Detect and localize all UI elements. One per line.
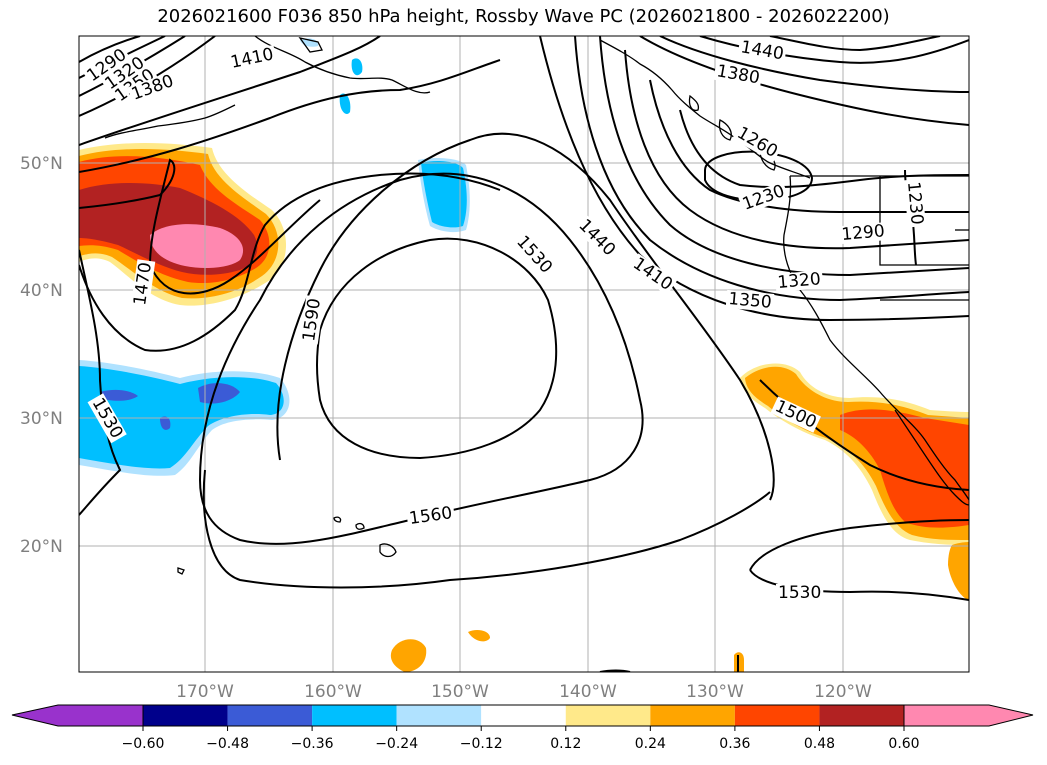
lat-label: 40°N xyxy=(20,281,63,301)
contour-label: 1290 xyxy=(841,221,886,245)
negative-anomaly-alaska xyxy=(351,58,363,76)
contour-label-backing xyxy=(100,52,150,95)
colorbar-tick-label: −0.12 xyxy=(460,736,503,752)
colorbar-tick-label: 0.12 xyxy=(550,736,581,752)
colorbar-tick-label: 0.60 xyxy=(888,736,919,752)
contour-label-backing xyxy=(838,222,888,245)
contour-label-backing xyxy=(87,393,127,444)
colorbar-tick-label: −0.60 xyxy=(122,736,165,752)
positive-anomaly-south-2 xyxy=(468,630,490,642)
lat-label: 50°N xyxy=(20,154,63,174)
colorbar-tick-label: 0.36 xyxy=(719,736,750,752)
latitude-labels: 50°N 40°N 30°N 20°N xyxy=(20,154,63,557)
colorbar-segment xyxy=(481,705,566,726)
colorbar-segment xyxy=(227,705,313,726)
contour-label-backing xyxy=(130,259,156,309)
negative-anomaly-alaska-2 xyxy=(339,93,351,115)
contour-label-backing xyxy=(776,584,824,602)
colorbar-segment xyxy=(312,705,397,726)
colorbar-segment xyxy=(819,705,904,726)
contour-label-backing xyxy=(82,44,132,87)
graticule xyxy=(79,36,969,672)
lon-label: 120°W xyxy=(814,682,872,702)
lon-label: 160°W xyxy=(304,682,362,702)
coastlines xyxy=(104,36,969,575)
contour-label-backing xyxy=(628,253,678,296)
contour-label-backing xyxy=(406,503,456,529)
colorbar-segment xyxy=(650,705,735,726)
contour-label-backing xyxy=(903,178,926,228)
map-title: 2026021600 F036 850 hPa height, Rossby W… xyxy=(157,6,890,27)
colorbar-tick-label: −0.24 xyxy=(375,736,418,752)
longitude-labels: 170°W 160°W 150°W 140°W 130°W 120°W xyxy=(176,682,872,702)
contour-label-backing xyxy=(774,270,824,293)
lat-label: 20°N xyxy=(20,537,63,557)
colorbar-segment xyxy=(143,705,228,726)
lon-label: 170°W xyxy=(176,682,234,702)
colorbar-segment xyxy=(396,705,482,726)
positive-anomaly-south xyxy=(390,639,427,672)
contour-label: 1530 xyxy=(778,583,821,603)
lon-label: 130°W xyxy=(686,682,744,702)
contour-label-backing xyxy=(738,181,789,215)
contour-label-backing xyxy=(732,122,783,163)
contour-label-backing xyxy=(770,396,821,433)
colorbar-tick-label: 0.24 xyxy=(635,736,666,752)
contour-label-backing xyxy=(737,37,788,64)
contour-label-backing xyxy=(713,61,764,88)
map-background xyxy=(79,36,969,672)
map-frame xyxy=(78,35,970,673)
colorbar-tick-label: 0.48 xyxy=(804,736,835,752)
contour-label-backing xyxy=(127,71,178,105)
contour-label-backing xyxy=(511,231,557,279)
colorbar-extend-high xyxy=(903,704,1034,727)
contour-label-backing xyxy=(725,289,775,312)
lat-label: 30°N xyxy=(20,409,63,429)
positive-anomaly-east-south xyxy=(948,542,969,600)
lon-label: 150°W xyxy=(431,682,489,702)
colorbar-tick-label: −0.36 xyxy=(291,736,334,752)
positive-anomaly-northwest xyxy=(79,143,287,306)
contour-label: 1320 xyxy=(777,269,822,293)
colorbar-segment xyxy=(565,705,651,726)
colorbar-segment xyxy=(734,705,820,726)
colorbar: −0.60 −0.48 −0.36 −0.24 −0.12 0.12 0.24 0.36 0.4… xyxy=(11,704,1034,752)
lon-label: 140°W xyxy=(559,682,617,702)
contour-label: 1230 xyxy=(903,181,927,226)
contour-label-backing xyxy=(573,214,620,261)
contour-label-backing xyxy=(227,44,278,73)
contour-label-backing xyxy=(299,295,325,345)
colorbar-tick-label: −0.48 xyxy=(206,736,249,752)
contour-label: 1350 xyxy=(728,289,773,313)
colorbar-extend-low xyxy=(11,704,144,727)
